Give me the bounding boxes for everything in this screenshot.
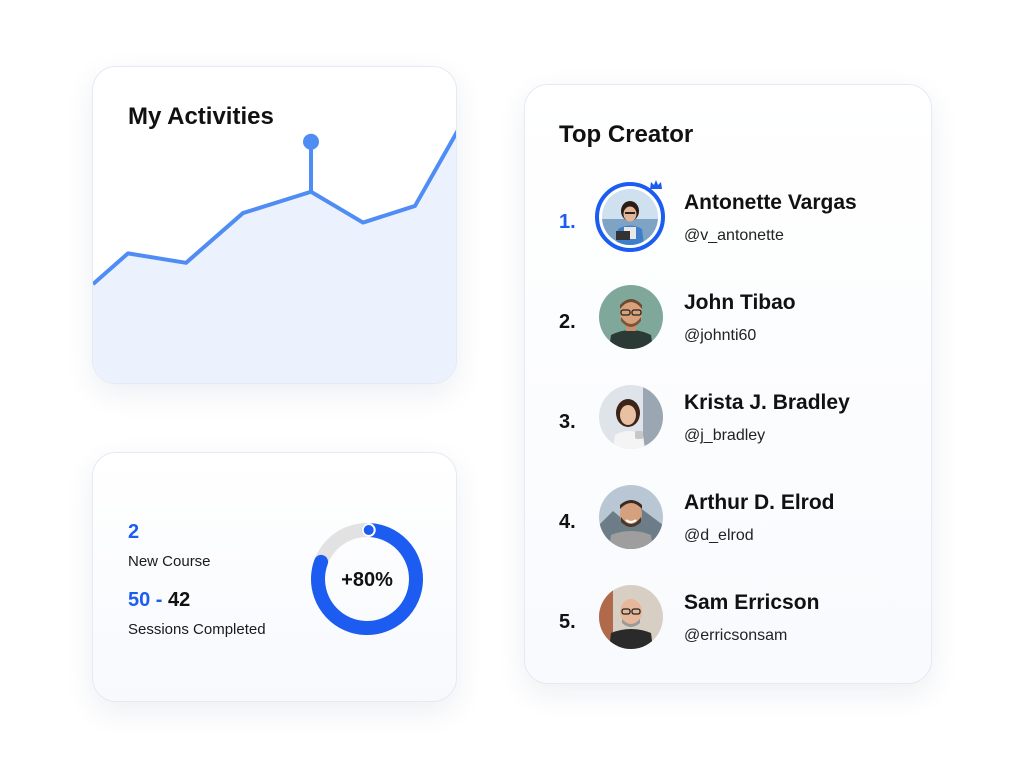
avatar-image (599, 285, 663, 349)
creator-handle[interactable]: @j_bradley (684, 427, 766, 444)
avatar-image (599, 385, 663, 449)
avatar-image (599, 585, 663, 649)
progress-ring-knob (361, 523, 376, 538)
creator-name: Arthur D. Elrod (684, 491, 835, 514)
creator-name: Antonette Vargas (684, 191, 857, 214)
creator-rank: 3. (559, 411, 576, 433)
top-creator-title: Top Creator (559, 121, 694, 148)
creator-row[interactable]: 4. Arthur D. Elrod @d_elrod (525, 485, 931, 565)
sessions-count: 50 - 42 (128, 589, 190, 612)
creator-rank: 5. (559, 611, 576, 633)
activity-marker-dot[interactable] (303, 133, 319, 150)
activities-title: My Activities (128, 103, 274, 130)
creator-name: John Tibao (684, 291, 796, 314)
activity-line-chart (93, 129, 456, 383)
activity-area (93, 133, 456, 383)
top-creator-card: Top Creator 1. Antonette Vargas @v (524, 84, 932, 684)
creator-rank: 1. (559, 211, 576, 233)
progress-ring: +80% (311, 523, 423, 635)
avatar-image (602, 189, 658, 245)
avatar[interactable] (599, 585, 663, 649)
sessions-label: Sessions Completed (128, 621, 266, 638)
creator-rank: 4. (559, 511, 576, 533)
creator-handle[interactable]: @v_antonette (684, 227, 784, 244)
progress-percent: +80% (341, 569, 393, 591)
avatar[interactable] (599, 485, 663, 549)
crown-icon (650, 180, 662, 189)
new-course-count: 2 (128, 521, 140, 543)
creator-row[interactable]: 3. Krista J. Bradley @j_bradley (525, 385, 931, 465)
creator-row[interactable]: 2. John Tibao @johnti60 (525, 285, 931, 365)
avatar-image (599, 485, 663, 549)
activity-line (93, 129, 456, 286)
creator-name: Sam Erricson (684, 591, 820, 614)
creator-row[interactable]: 5. Sam Erricson @erricsonsam (525, 585, 931, 665)
avatar[interactable] (599, 285, 663, 349)
sessions-separator: - (150, 589, 169, 611)
avatar[interactable] (595, 182, 665, 252)
stats-card: 2 New Course 50 - 42 Sessions Completed … (92, 452, 457, 702)
creator-name: Krista J. Bradley (684, 391, 850, 414)
creator-handle[interactable]: @erricsonsam (684, 627, 788, 644)
avatar[interactable] (599, 385, 663, 449)
creator-handle[interactable]: @johnti60 (684, 327, 757, 344)
creator-handle[interactable]: @d_elrod (684, 527, 754, 544)
sessions-completed-count: 42 (168, 589, 191, 611)
creator-rank: 2. (559, 311, 576, 333)
creator-row[interactable]: 1. Antonette Vargas @v_antonette (525, 180, 931, 265)
activities-card: My Activities (92, 66, 457, 384)
new-course-label: New Course (128, 553, 211, 570)
sessions-total: 50 (128, 589, 151, 611)
